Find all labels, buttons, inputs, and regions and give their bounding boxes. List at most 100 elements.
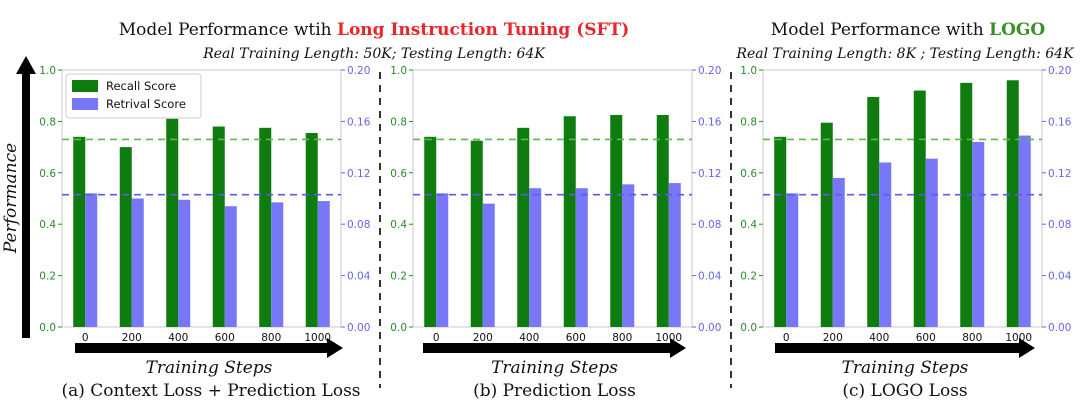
retrival-bar — [879, 162, 892, 327]
panel-caption: (a) Context Loss + Prediction Loss — [61, 381, 360, 401]
left-title-prefix: Model Performance wtih — [119, 20, 337, 40]
recall-bar — [656, 114, 669, 327]
left-tick-label: 0.2 — [39, 271, 56, 283]
retrival-bar — [436, 193, 449, 327]
left-tick-label: 1.0 — [390, 65, 407, 77]
plot-frame — [412, 69, 693, 328]
recall-bar — [960, 82, 973, 327]
left-tick-label: 1.0 — [740, 65, 757, 77]
right-tick-label: 0.08 — [1048, 219, 1071, 231]
left-tick-label: 0.4 — [39, 219, 56, 231]
recall-bar — [774, 136, 787, 327]
retrival-bar — [178, 199, 191, 327]
x-tick-label: 200 — [473, 332, 493, 344]
right-tick-label: 0.00 — [1048, 322, 1071, 334]
right-tick-label: 0.00 — [347, 322, 370, 334]
x-tick-label: 400 — [519, 332, 539, 344]
retrival-bar — [925, 158, 938, 327]
chart-panel-1: 0.0 0.2 0.4 0.6 0.8 1.0 0.00 0.04 0.08 0.12 0.16 0.… — [39, 65, 370, 401]
x-tick-label: 1000 — [1005, 332, 1032, 344]
retrival-bar — [482, 203, 495, 327]
recall-bar — [73, 136, 86, 327]
right-title: Model Performance with LOGO — [771, 20, 1046, 40]
retrival-bar — [317, 201, 330, 327]
recall-bar — [166, 118, 179, 327]
training-steps-arrow-head — [327, 338, 343, 358]
left-tick-label: 0.6 — [390, 168, 407, 180]
legend-retrival-label: Retrival Score — [106, 97, 186, 111]
x-tick-label: 800 — [962, 332, 982, 344]
x-tick-label: 1000 — [304, 332, 331, 344]
plot-frame — [762, 69, 1043, 328]
retrival-bar — [529, 188, 542, 327]
retrival-bar — [832, 177, 845, 327]
right-tick-label: 0.08 — [347, 219, 370, 231]
x-tick-label: 400 — [869, 332, 889, 344]
retrival-bar — [575, 188, 588, 327]
left-tick-label: 0.2 — [740, 271, 757, 283]
x-tick-label: 800 — [261, 332, 281, 344]
right-tick-label: 0.04 — [1048, 271, 1072, 283]
recall-bar — [470, 140, 483, 327]
recall-bar — [867, 96, 880, 327]
training-steps-arrow-head — [1019, 338, 1035, 358]
right-title-prefix: Model Performance with — [771, 20, 989, 40]
x-tick-label: 0 — [433, 332, 440, 344]
right-title-highlight: LOGO — [989, 20, 1045, 40]
x-tick-label: 800 — [612, 332, 632, 344]
left-tick-label: 0.8 — [39, 116, 56, 128]
x-tick-label: 0 — [82, 332, 89, 344]
x-tick-label: 600 — [916, 332, 936, 344]
retrival-bar — [668, 183, 681, 327]
right-tick-label: 0.04 — [347, 271, 371, 283]
legend-recall-swatch — [72, 80, 98, 92]
retrival-bar — [622, 184, 635, 327]
x-tick-label: 200 — [122, 332, 142, 344]
right-tick-label: 0.16 — [347, 116, 371, 128]
y-axis-title: Performance — [1, 143, 21, 254]
left-tick-label: 0.8 — [740, 116, 757, 128]
plot-frame — [61, 69, 342, 328]
x-tick-label: 600 — [215, 332, 235, 344]
chart-panel-2: 0.0 0.2 0.4 0.6 0.8 1.0 0.00 0.04 0.08 0.12 0.16 0.… — [390, 65, 721, 401]
retrival-bar — [271, 202, 284, 327]
left-title: Model Performance wtih Long Instruction … — [119, 20, 630, 40]
chart-panel-3: 0.0 0.2 0.4 0.6 0.8 1.0 0.00 0.04 0.08 0.12 0.16 0.… — [740, 65, 1071, 401]
recall-bar — [119, 147, 132, 327]
left-tick-label: 0.0 — [39, 322, 56, 334]
right-tick-label: 0.20 — [347, 65, 370, 77]
retrival-bar — [131, 198, 144, 327]
left-tick-label: 0.8 — [390, 116, 407, 128]
x-tick-label: 600 — [566, 332, 586, 344]
legend-retrival-swatch — [72, 98, 98, 110]
recall-bar — [1006, 80, 1019, 327]
recall-bar — [610, 114, 623, 327]
legend: Recall Score Retrival Score — [65, 73, 202, 119]
left-tick-label: 0.6 — [740, 168, 757, 180]
left-tick-label: 0.0 — [740, 322, 757, 334]
right-tick-label: 0.16 — [1048, 116, 1072, 128]
right-tick-label: 0.12 — [347, 168, 370, 180]
left-tick-label: 0.4 — [390, 219, 407, 231]
training-steps-arrow-head — [670, 338, 686, 358]
left-tick-label: 0.6 — [39, 168, 56, 180]
left-tick-label: 0.2 — [390, 271, 407, 283]
x-tick-label: 400 — [168, 332, 188, 344]
left-tick-label: 0.0 — [390, 322, 407, 334]
retrival-bar — [972, 141, 985, 327]
right-tick-label: 0.00 — [698, 322, 721, 334]
recall-bar — [424, 136, 437, 327]
recall-bar — [259, 127, 272, 327]
panel-caption: (b) Prediction Loss — [473, 381, 636, 401]
recall-bar — [820, 122, 833, 327]
right-tick-label: 0.12 — [698, 168, 721, 180]
retrival-bar — [1018, 135, 1031, 327]
left-tick-label: 1.0 — [39, 65, 56, 77]
right-tick-label: 0.12 — [1048, 168, 1071, 180]
x-tick-label: 0 — [783, 332, 790, 344]
retrival-bar — [224, 206, 237, 327]
x-tick-label: 1000 — [655, 332, 682, 344]
recall-bar — [212, 126, 225, 327]
right-tick-label: 0.20 — [698, 65, 721, 77]
